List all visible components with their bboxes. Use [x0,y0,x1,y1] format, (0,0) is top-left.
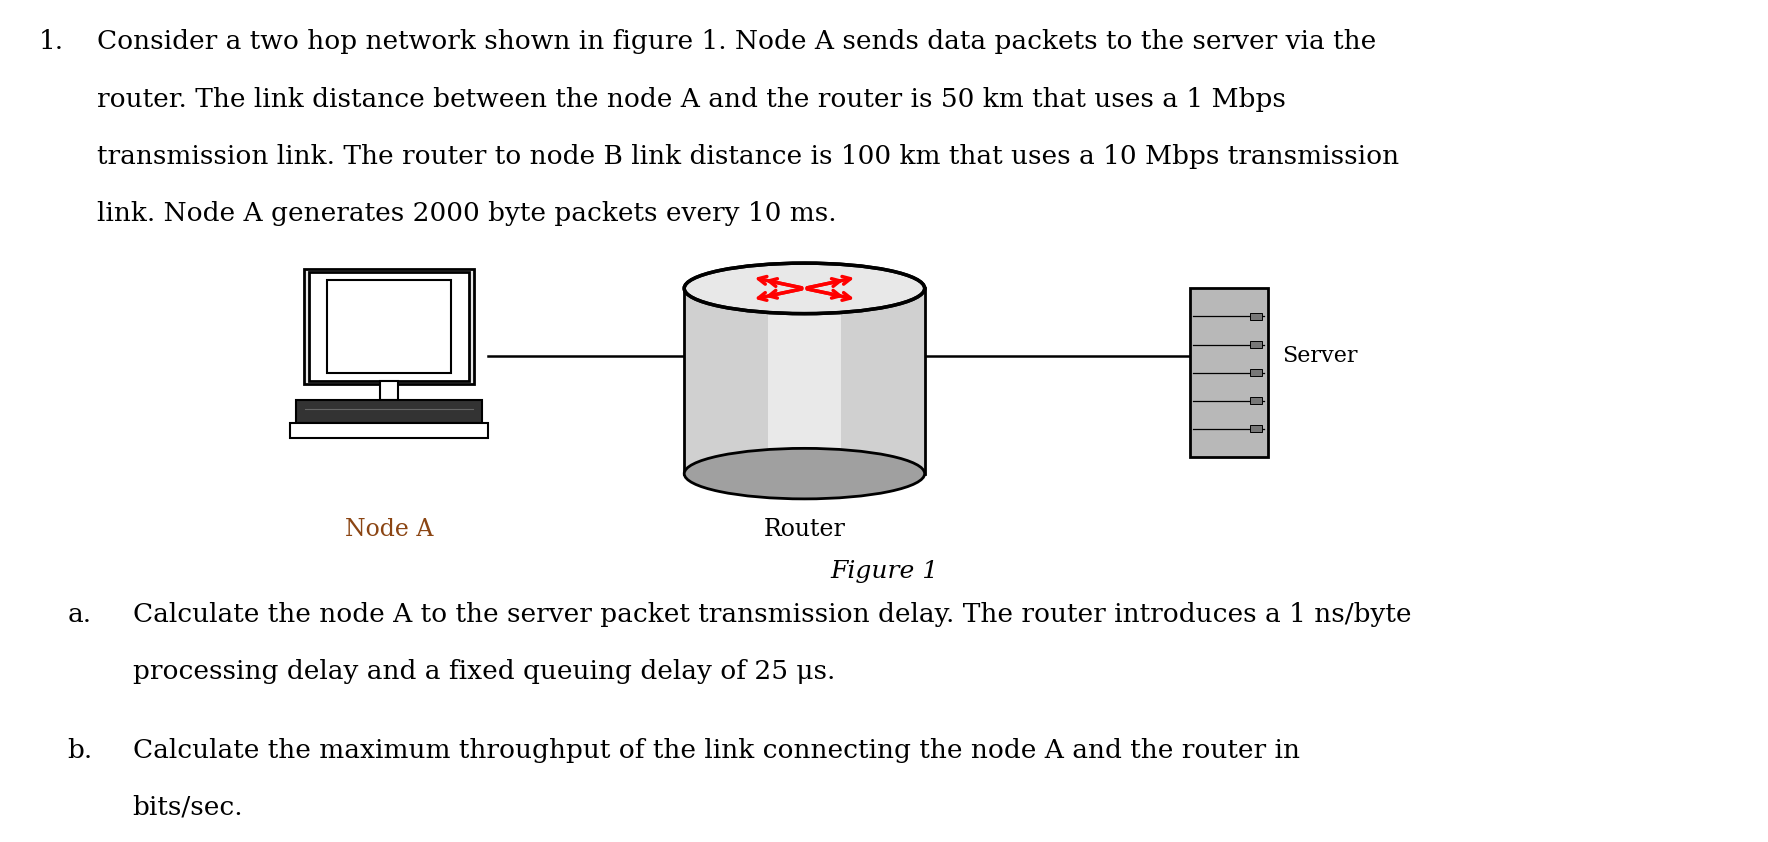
Bar [684,288,925,473]
Ellipse shape [684,263,925,313]
Text: transmission link. The router to node B link distance is 100 km that uses a 10 M: transmission link. The router to node B … [97,144,1398,169]
Text: Calculate the maximum throughput of the link connecting the node A and the route: Calculate the maximum throughput of the … [133,738,1299,763]
Bar [380,381,398,400]
Text: Node A: Node A [345,518,433,541]
FancyBboxPatch shape [304,269,474,384]
Text: a.: a. [67,602,92,627]
Bar [1250,397,1262,404]
Bar [1250,425,1262,432]
Text: Consider a two hop network shown in figure 1. Node A sends data packets to the s: Consider a two hop network shown in figu… [97,29,1377,55]
Text: Router: Router [764,518,845,541]
Text: Figure 1: Figure 1 [829,560,939,583]
Ellipse shape [684,448,925,498]
Bar [309,271,469,381]
Bar [290,424,488,439]
Text: link. Node A generates 2000 byte packets every 10 ms.: link. Node A generates 2000 byte packets… [97,201,836,226]
Text: Calculate the node A to the server packet transmission delay. The router introdu: Calculate the node A to the server packe… [133,602,1411,627]
Text: processing delay and a fixed queuing delay of 25 μs.: processing delay and a fixed queuing del… [133,659,834,685]
Bar [1250,369,1262,376]
Bar [297,400,483,424]
Text: b.: b. [67,738,92,763]
Bar [1190,288,1268,456]
Bar [327,280,451,372]
Text: 1.: 1. [39,29,64,55]
Bar [769,288,840,473]
Bar [1250,341,1262,348]
Bar [1250,313,1262,320]
Text: Server: Server [1282,344,1358,367]
Text: bits/sec.: bits/sec. [133,795,244,820]
Text: router. The link distance between the node A and the router is 50 km that uses a: router. The link distance between the no… [97,87,1285,112]
